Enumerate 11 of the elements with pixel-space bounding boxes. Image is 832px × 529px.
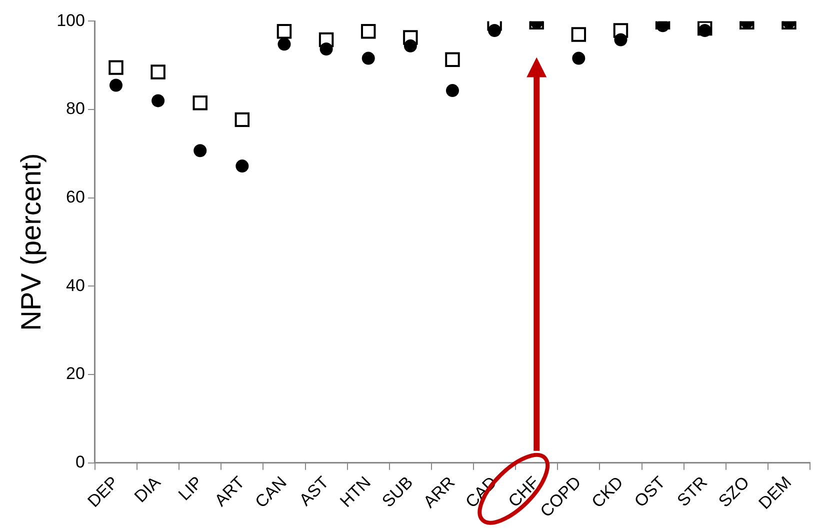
- x-tick-label: CKD: [588, 472, 627, 512]
- y-tick-label: 20: [66, 364, 85, 384]
- y-tick-label: 40: [66, 276, 85, 295]
- x-tick-label: LIP: [174, 472, 206, 504]
- y-tick-label: 100: [56, 10, 85, 30]
- x-tick-label: STR: [674, 472, 711, 510]
- x-tick-label: DIA: [130, 472, 165, 506]
- y-tick-label: 80: [66, 99, 85, 118]
- y-axis-title: NPV (percent): [16, 153, 47, 331]
- y-tick-label: 0: [75, 452, 85, 472]
- y-tick-label: 60: [66, 188, 85, 207]
